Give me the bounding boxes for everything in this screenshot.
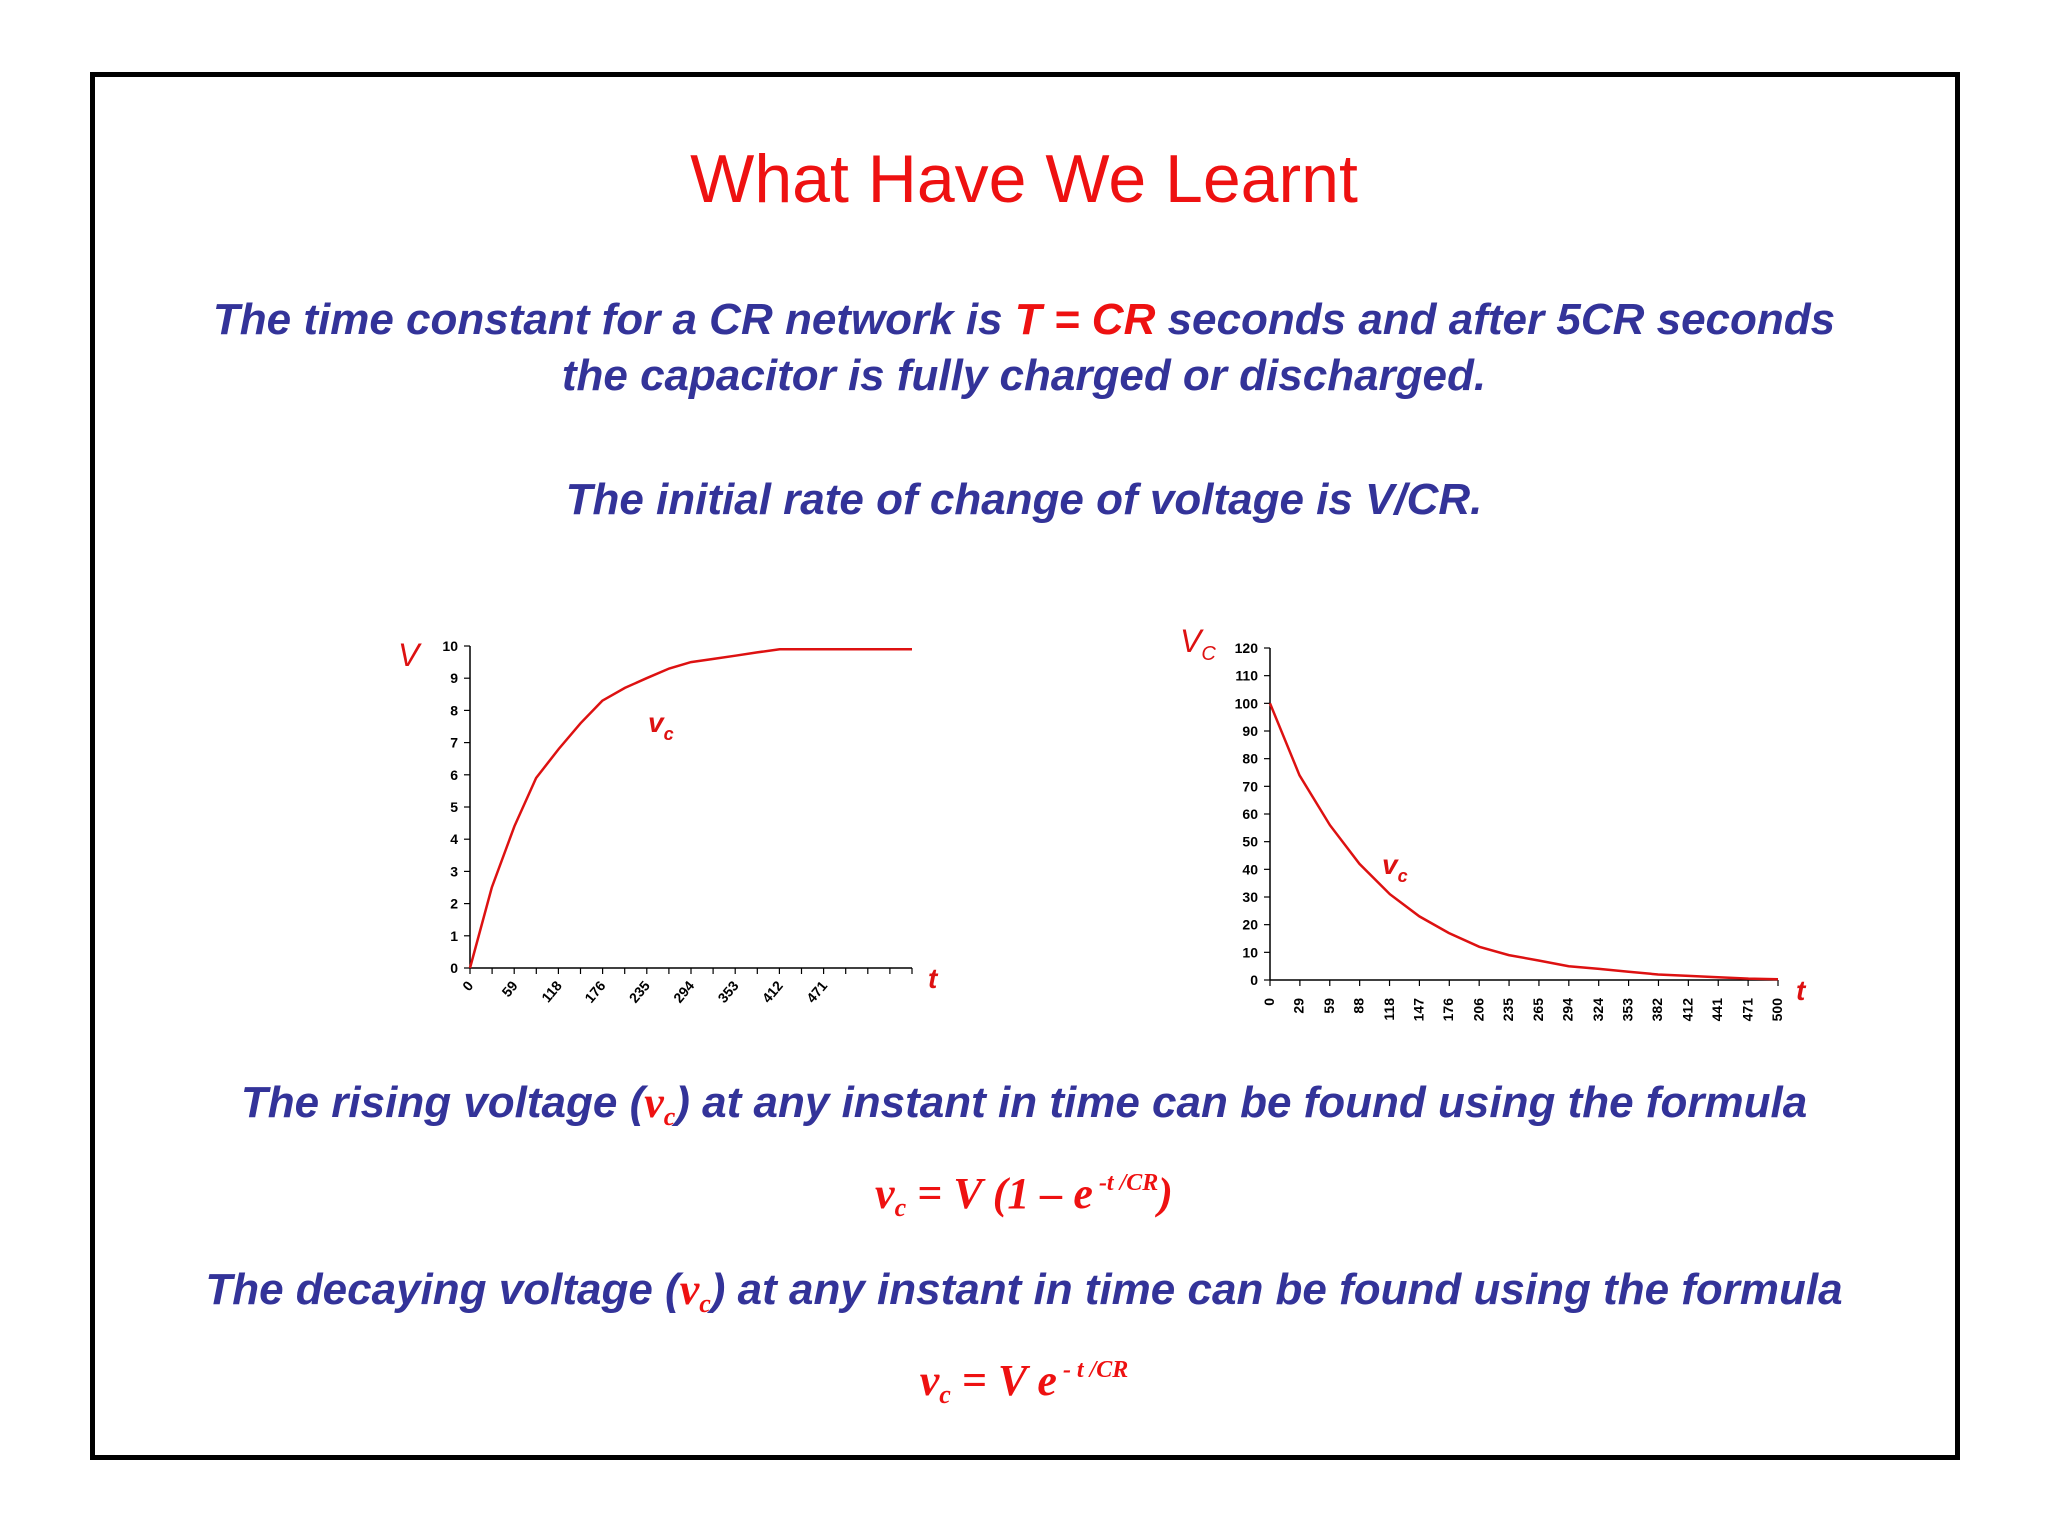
intro-text-a: The time constant for a CR network is <box>212 295 1015 344</box>
decaying-x-tick-label: 441 <box>1709 998 1725 1022</box>
decaying-text-b: ) at any instant in time can be found us… <box>710 1265 1843 1314</box>
decaying-x-axis-label: t <box>1796 975 1807 1006</box>
decaying-x-tick-label: 382 <box>1649 998 1665 1022</box>
rising-y-tick-label: 7 <box>450 735 458 751</box>
rising-y-axis-label: V <box>398 637 422 673</box>
decaying-x-tick-label: 147 <box>1410 998 1426 1022</box>
decaying-y-tick-label: 40 <box>1242 861 1258 877</box>
decaying-x-tick-label: 294 <box>1560 998 1576 1022</box>
decaying-y-tick-label: 0 <box>1250 972 1258 988</box>
intro-formula: T = CR <box>1014 295 1156 344</box>
rising-y-tick-label: 5 <box>450 799 458 815</box>
decaying-y-tick-label: 80 <box>1242 751 1258 767</box>
intro-text-line2: the capacitor is fully charged or discha… <box>561 351 1487 400</box>
decaying-y-tick-label: 30 <box>1242 889 1258 905</box>
rising-y-tick-label: 6 <box>450 767 458 783</box>
decaying-x-tick-label: 176 <box>1440 998 1456 1022</box>
rising-formula-exp: -t /CR <box>1092 1170 1159 1196</box>
rising-text-b: ) at any instant in time can be found us… <box>675 1078 1808 1127</box>
rising-y-tick-label: 4 <box>450 831 458 847</box>
rising-x-tick-label: 118 <box>538 977 565 1005</box>
decaying-curve-label-main: v <box>1382 849 1399 880</box>
decaying-x-tick-label: 265 <box>1530 998 1546 1022</box>
decaying-formula-rhs: = V e <box>950 1356 1057 1405</box>
rising-formula-rhs: = V (1 – e <box>906 1169 1093 1218</box>
decaying-x-tick-label: 412 <box>1680 998 1696 1022</box>
rising-y-tick-label: 0 <box>450 960 458 976</box>
decaying-y-tick-label: 20 <box>1242 917 1258 933</box>
decaying-x-tick-label: 88 <box>1350 998 1366 1014</box>
rising-formula-close: ) <box>1158 1169 1173 1218</box>
decaying-x-tick-label: 500 <box>1769 998 1785 1022</box>
decaying-y-axis-label: VC <box>1180 623 1216 665</box>
rising-y-tick-label: 10 <box>442 638 458 654</box>
decaying-x-tick-label: 235 <box>1500 998 1516 1022</box>
decaying-curve-label-sub: c <box>1398 866 1408 886</box>
decaying-y-tick-label: 70 <box>1242 778 1258 794</box>
rising-x-tick-label: 471 <box>803 977 830 1005</box>
time-constant-text: The time constant for a CR network is T … <box>0 292 2048 404</box>
decaying-y-tick-label: 50 <box>1242 834 1258 850</box>
decaying-formula: vc = V e - t /CR <box>0 1355 2048 1410</box>
rising-curve-label-sub: c <box>664 724 674 744</box>
decaying-y-tick-label: 60 <box>1242 806 1258 822</box>
decaying-x-tick-label: 324 <box>1590 998 1606 1022</box>
rising-x-tick-label: 176 <box>581 977 608 1005</box>
rising-y-tick-label: 3 <box>450 863 458 879</box>
decaying-y-axis-label-sub: C <box>1201 643 1216 665</box>
rising-x-tick-label: 353 <box>714 977 741 1005</box>
rising-voltage-text: The rising voltage (vc) at any instant i… <box>0 1075 2048 1145</box>
rising-x-tick-label: 294 <box>670 977 697 1005</box>
decaying-curve-line <box>1268 702 1779 981</box>
decaying-v: v <box>679 1265 700 1314</box>
rising-curve-line <box>468 647 912 969</box>
rising-x-tick-label: 412 <box>759 977 786 1005</box>
rising-y-tick-label: 9 <box>450 670 458 686</box>
rising-y-axis-label-main: V <box>398 637 422 673</box>
decaying-voltage-text: The decaying voltage (vc) at any instant… <box>0 1262 2048 1332</box>
rising-y-tick-label: 1 <box>450 928 458 944</box>
rising-formula-lhs: v <box>875 1169 895 1218</box>
decaying-x-tick-label: 29 <box>1290 998 1306 1014</box>
decaying-x-tick-label: 59 <box>1321 998 1337 1014</box>
decaying-formula-sub: c <box>939 1380 951 1409</box>
rising-y-tick-label: 8 <box>450 702 458 718</box>
rising-curve-label: vc <box>648 707 674 744</box>
rising-text-a: The rising voltage ( <box>240 1078 645 1127</box>
decaying-voltage-chart: 0 10 20 30 40 50 60 70 80 90 100 110 120 0 29 59 88 118 14… <box>1180 623 1807 1022</box>
rising-curve-label-main: v <box>648 707 665 738</box>
decaying-x-tick-label: 206 <box>1470 998 1486 1022</box>
slide-frame <box>90 72 1960 1460</box>
decaying-y-axis-label-main: V <box>1180 623 1204 659</box>
rising-v: v <box>644 1078 664 1127</box>
intro-text-c: seconds and after 5CR seconds <box>1155 295 1836 344</box>
rising-formula-sub: c <box>894 1193 907 1222</box>
decaying-text-a: The decaying voltage ( <box>205 1265 680 1314</box>
rising-voltage-chart: 0 1 2 3 4 5 6 7 8 9 10 0 59 118 176 235 294 353 412 471 Vt vc <box>398 637 939 1006</box>
decaying-y-tick-label: 100 <box>1235 695 1259 711</box>
decaying-formula-lhs: v <box>919 1356 940 1405</box>
rising-x-tick-label: 235 <box>626 977 653 1005</box>
rising-v-sub: c <box>663 1102 676 1131</box>
rising-x-axis-label: t <box>928 963 939 994</box>
slide-title: What Have We Learnt <box>690 141 1358 217</box>
decaying-x-tick-label: 471 <box>1740 998 1756 1022</box>
rising-x-tick-label: 0 <box>459 977 476 993</box>
decaying-x-tick-label: 0 <box>1261 998 1277 1006</box>
decaying-x-tick-label: 118 <box>1381 998 1397 1021</box>
decaying-y-tick-label: 10 <box>1242 944 1258 960</box>
decaying-y-tick-label: 110 <box>1235 668 1258 684</box>
rate-text: The initial rate of change of voltage is… <box>565 475 1483 524</box>
decaying-x-tick-label: 353 <box>1620 998 1636 1022</box>
decaying-y-tick-label: 120 <box>1235 640 1259 656</box>
rising-formula: vc = V (1 – e -t /CR) <box>0 1168 2048 1223</box>
rising-y-tick-label: 2 <box>450 896 458 912</box>
decaying-v-sub: c <box>699 1289 711 1318</box>
decaying-formula-exp: - t /CR <box>1056 1357 1129 1383</box>
decaying-y-tick-label: 90 <box>1242 723 1258 739</box>
decaying-curve-label: vc <box>1382 849 1408 886</box>
rising-x-tick-label: 59 <box>498 977 520 999</box>
